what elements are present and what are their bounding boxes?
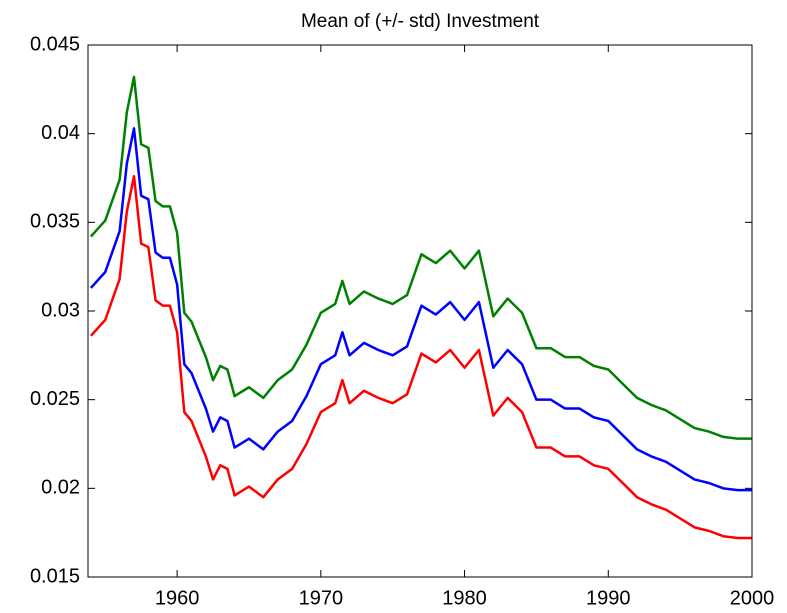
line-series [89, 127, 752, 492]
y-tick-label: 0.04 [41, 122, 80, 144]
y-tick-label: 0.02 [41, 477, 80, 499]
y-tick-label: 0.025 [30, 388, 80, 410]
plot-frame [87, 44, 753, 578]
line-series [89, 174, 752, 540]
x-tick-label: 2000 [730, 587, 775, 609]
x-tick-label: 1980 [442, 587, 487, 609]
x-tick-label: 1960 [155, 587, 200, 609]
y-tick-label: 0.03 [41, 299, 80, 321]
y-tick-label: 0.015 [30, 565, 80, 587]
y-tick-label: 0.045 [30, 33, 80, 55]
chart-title: Mean of (+/- std) Investment [301, 11, 540, 32]
x-tick-label: 1990 [586, 587, 631, 609]
x-tick-label: 1970 [299, 587, 344, 609]
y-tick-label: 0.035 [30, 211, 80, 233]
line-series [89, 75, 752, 440]
